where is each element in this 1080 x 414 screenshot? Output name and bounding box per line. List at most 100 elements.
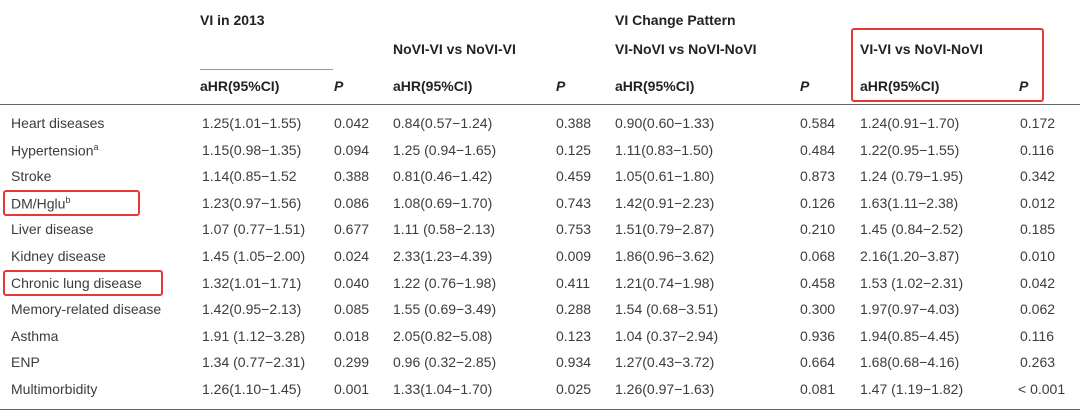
row-label: Kidney disease xyxy=(11,248,106,264)
header-comparison-1: NoVI-VI vs NoVI-VI xyxy=(393,41,516,57)
header-ahr-3: aHR(95%CI) xyxy=(615,78,695,94)
header-ahr-4: aHR(95%CI) xyxy=(860,78,940,94)
header-ahr-1: aHR(95%CI) xyxy=(200,78,280,94)
cell-p-vi-vi: 0.042 xyxy=(1020,275,1056,291)
cell-p-novi-vi: 0.123 xyxy=(556,328,592,344)
row-label: Liver disease xyxy=(11,221,94,237)
cell-ahr-vi-novi: 1.51(0.79−2.87) xyxy=(615,221,715,237)
cell-p-novi-vi: 0.025 xyxy=(556,381,592,397)
cell-ahr-2013: 1.26(1.10−1.45) xyxy=(202,381,302,397)
cell-p-vi-vi: 0.062 xyxy=(1020,301,1056,317)
cell-ahr-2013: 1.23(0.97−1.56) xyxy=(202,195,302,211)
cell-ahr-2013: 1.45 (1.05−2.00) xyxy=(202,248,306,264)
cell-ahr-vi-vi: 1.97(0.97−4.03) xyxy=(860,301,960,317)
row-label-text: Stroke xyxy=(11,168,52,184)
header-p-1: P xyxy=(334,78,344,94)
cell-p-2013: 0.018 xyxy=(334,328,370,344)
cell-p-vi-novi: 0.126 xyxy=(800,195,836,211)
cell-ahr-vi-novi: 0.90(0.60−1.33) xyxy=(615,115,715,131)
cell-p-2013: 0.086 xyxy=(334,195,370,211)
cell-p-2013: 0.388 xyxy=(334,168,370,184)
cell-p-vi-novi: 0.936 xyxy=(800,328,836,344)
row-label-text: Chronic lung disease xyxy=(11,275,142,291)
header-vi-change-pattern: VI Change Pattern xyxy=(615,12,736,28)
cell-p-novi-vi: 0.934 xyxy=(556,354,592,370)
cell-ahr-novi-vi: 1.25 (0.94−1.65) xyxy=(393,142,497,158)
cell-p-vi-novi: 0.584 xyxy=(800,115,836,131)
cell-p-2013: 0.299 xyxy=(334,354,370,370)
cell-ahr-2013: 1.42(0.95−2.13) xyxy=(202,301,302,317)
cell-ahr-2013: 1.14(0.85−1.52 xyxy=(202,168,297,184)
cell-ahr-novi-vi: 0.84(0.57−1.24) xyxy=(393,115,493,131)
header-p-3: P xyxy=(800,78,810,94)
cell-ahr-2013: 1.32(1.01−1.71) xyxy=(202,275,302,291)
cell-ahr-vi-novi: 1.05(0.61−1.80) xyxy=(615,168,715,184)
cell-ahr-vi-vi: 2.16(1.20−3.87) xyxy=(860,248,960,264)
cell-p-vi-vi: < 0.001 xyxy=(1018,381,1066,397)
row-label: Chronic lung disease xyxy=(11,275,142,291)
row-label: ENP xyxy=(11,354,40,370)
header-comparison-3: VI-VI vs NoVI-NoVI xyxy=(860,41,983,57)
cell-p-vi-novi: 0.664 xyxy=(800,354,836,370)
row-label-text: Liver disease xyxy=(11,221,94,237)
cell-p-vi-novi: 0.458 xyxy=(800,275,836,291)
cell-p-vi-vi: 0.263 xyxy=(1020,354,1056,370)
cell-ahr-vi-novi: 1.21(0.74−1.98) xyxy=(615,275,715,291)
cell-p-novi-vi: 0.125 xyxy=(556,142,592,158)
row-label-footnote: a xyxy=(93,142,99,152)
cell-ahr-novi-vi: 1.11 (0.58−2.13) xyxy=(393,221,496,237)
cell-p-novi-vi: 0.288 xyxy=(556,301,592,317)
header-p-2: P xyxy=(556,78,566,94)
row-label-text: Heart diseases xyxy=(11,115,105,131)
cell-ahr-vi-novi: 1.11(0.83−1.50) xyxy=(615,142,714,158)
row-label-text: Kidney disease xyxy=(11,248,106,264)
header-rule xyxy=(0,104,1080,105)
cell-p-novi-vi: 0.411 xyxy=(556,275,590,291)
row-label: Hypertensiona xyxy=(11,142,99,159)
cell-ahr-novi-vi: 2.05(0.82−5.08) xyxy=(393,328,493,344)
cell-ahr-vi-novi: 1.04 (0.37−2.94) xyxy=(615,328,719,344)
cell-ahr-vi-vi: 1.53 (1.02−2.31) xyxy=(860,275,964,291)
cell-p-vi-vi: 0.116 xyxy=(1020,142,1054,158)
cell-ahr-novi-vi: 1.55 (0.69−3.49) xyxy=(393,301,497,317)
cell-p-vi-novi: 0.873 xyxy=(800,168,836,184)
cell-ahr-2013: 1.15(0.98−1.35) xyxy=(202,142,302,158)
cell-p-novi-vi: 0.388 xyxy=(556,115,592,131)
cell-ahr-novi-vi: 2.33(1.23−4.39) xyxy=(393,248,493,264)
row-label-text: Memory-related disease xyxy=(11,301,162,317)
cell-ahr-2013: 1.91 (1.12−3.28) xyxy=(202,328,306,344)
cell-p-vi-novi: 0.081 xyxy=(800,381,836,397)
cell-p-vi-novi: 0.300 xyxy=(800,301,836,317)
cell-ahr-vi-novi: 1.42(0.91−2.23) xyxy=(615,195,715,211)
cell-ahr-vi-vi: 1.22(0.95−1.55) xyxy=(860,142,960,158)
cell-p-vi-vi: 0.012 xyxy=(1020,195,1056,211)
cell-ahr-2013: 1.25(1.01−1.55) xyxy=(202,115,302,131)
cell-p-2013: 0.677 xyxy=(334,221,370,237)
cell-ahr-vi-vi: 1.68(0.68−4.16) xyxy=(860,354,960,370)
cell-ahr-novi-vi: 1.22 (0.76−1.98) xyxy=(393,275,497,291)
row-label: Heart diseases xyxy=(11,115,104,131)
cell-ahr-2013: 1.34 (0.77−2.31) xyxy=(202,354,306,370)
cell-p-vi-vi: 0.010 xyxy=(1020,248,1056,264)
cell-p-vi-vi: 0.342 xyxy=(1020,168,1056,184)
cell-ahr-2013: 1.07 (0.77−1.51) xyxy=(202,221,306,237)
highlight-box-dm-hglu xyxy=(3,190,140,216)
cell-p-2013: 0.094 xyxy=(334,142,370,158)
header-vi-2013: VI in 2013 xyxy=(200,12,265,28)
cell-ahr-novi-vi: 1.08(0.69−1.70) xyxy=(393,195,493,211)
table-bottom-rule xyxy=(0,409,1080,410)
cell-p-vi-vi: 0.185 xyxy=(1020,221,1056,237)
row-label-text: DM/Hglu xyxy=(11,195,66,212)
row-label: DM/Hglub xyxy=(11,195,70,212)
header-ahr-2: aHR(95%CI) xyxy=(393,78,473,94)
cell-ahr-vi-novi: 1.54 (0.68−3.51) xyxy=(615,301,719,317)
row-label-text: ENP xyxy=(11,354,40,370)
cell-p-2013: 0.024 xyxy=(334,248,370,264)
row-label: Multimorbidity xyxy=(11,381,97,397)
cell-ahr-vi-vi: 1.63(1.11−2.38) xyxy=(860,195,959,211)
row-label-footnote: b xyxy=(65,195,71,205)
cell-p-vi-vi: 0.116 xyxy=(1020,328,1054,344)
cell-ahr-novi-vi: 1.33(1.04−1.70) xyxy=(393,381,493,397)
cell-ahr-vi-vi: 1.94(0.85−4.45) xyxy=(860,328,960,344)
highlight-box-chronic-lung xyxy=(3,270,163,296)
